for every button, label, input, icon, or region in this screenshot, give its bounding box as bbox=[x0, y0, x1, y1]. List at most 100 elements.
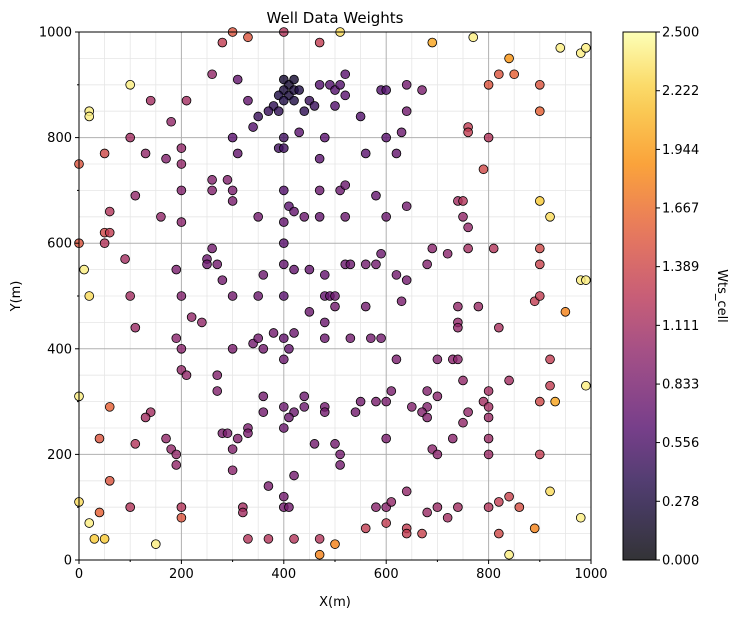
data-point bbox=[253, 111, 264, 122]
colorbar-tick-label: 1.944 bbox=[662, 143, 699, 158]
data-point bbox=[381, 132, 392, 143]
data-point bbox=[427, 37, 438, 48]
data-point bbox=[202, 259, 212, 270]
data-point bbox=[289, 264, 299, 275]
data-point bbox=[104, 227, 115, 238]
data-point bbox=[401, 528, 412, 539]
data-point bbox=[534, 291, 545, 301]
data-point bbox=[212, 370, 223, 381]
data-point bbox=[422, 507, 432, 518]
data-point bbox=[581, 43, 591, 53]
data-point bbox=[176, 185, 187, 196]
data-point bbox=[181, 370, 192, 381]
data-point bbox=[432, 354, 443, 365]
data-point bbox=[217, 37, 228, 48]
data-point bbox=[130, 190, 141, 201]
data-point bbox=[84, 291, 95, 301]
data-point bbox=[529, 523, 540, 534]
data-point bbox=[84, 518, 95, 528]
data-point bbox=[355, 396, 366, 407]
colorbar-tick-label: 0.833 bbox=[662, 378, 699, 393]
data-point bbox=[197, 317, 207, 328]
data-point bbox=[381, 433, 392, 444]
data-point bbox=[222, 428, 233, 439]
data-point bbox=[463, 222, 473, 233]
data-point bbox=[478, 164, 489, 175]
data-point bbox=[401, 486, 412, 497]
data-point bbox=[340, 212, 351, 222]
data-point bbox=[458, 375, 468, 386]
data-point bbox=[494, 528, 504, 539]
data-point bbox=[534, 396, 545, 407]
data-point bbox=[319, 317, 330, 328]
data-point bbox=[176, 217, 187, 227]
colorbar-tick-label: 0.000 bbox=[662, 554, 699, 569]
data-point bbox=[330, 291, 340, 301]
data-point bbox=[514, 502, 525, 513]
data-point bbox=[360, 301, 371, 312]
data-point bbox=[156, 212, 166, 222]
data-point bbox=[376, 333, 386, 344]
data-point bbox=[304, 307, 315, 317]
data-point bbox=[396, 127, 407, 138]
data-point bbox=[227, 185, 238, 196]
data-point bbox=[319, 132, 330, 143]
x-tick-label: 1000 bbox=[574, 567, 607, 582]
data-point bbox=[386, 497, 397, 507]
data-point bbox=[171, 333, 182, 344]
data-point bbox=[304, 264, 315, 275]
data-point bbox=[381, 212, 392, 222]
data-point bbox=[453, 502, 463, 513]
data-point bbox=[534, 259, 545, 270]
data-point bbox=[314, 185, 325, 196]
data-point bbox=[125, 80, 135, 90]
data-point bbox=[207, 175, 217, 185]
data-point bbox=[422, 386, 432, 396]
data-point bbox=[151, 539, 161, 549]
colorbar-tick-label: 1.667 bbox=[662, 201, 699, 216]
data-point bbox=[453, 354, 463, 365]
data-point bbox=[335, 449, 345, 460]
data-point bbox=[278, 95, 289, 106]
data-point bbox=[453, 301, 463, 312]
data-point bbox=[458, 196, 468, 206]
data-point bbox=[391, 148, 402, 159]
data-point bbox=[401, 275, 412, 285]
data-point bbox=[181, 95, 192, 106]
data-point bbox=[258, 343, 269, 354]
data-point bbox=[207, 69, 217, 80]
data-point bbox=[371, 190, 381, 201]
data-point bbox=[289, 206, 299, 217]
data-point bbox=[263, 534, 274, 544]
data-point bbox=[483, 449, 494, 460]
data-point bbox=[299, 391, 310, 402]
data-point bbox=[258, 270, 269, 280]
data-point bbox=[140, 148, 151, 159]
data-point bbox=[125, 291, 135, 301]
colorbar-tick-label: 2.500 bbox=[662, 26, 699, 41]
data-point bbox=[330, 301, 340, 312]
y-axis-label: Y(m) bbox=[9, 281, 24, 313]
data-point bbox=[278, 354, 289, 365]
data-point bbox=[432, 391, 443, 402]
data-point bbox=[494, 69, 504, 80]
data-point bbox=[232, 148, 243, 159]
data-point bbox=[560, 307, 571, 317]
data-point bbox=[289, 95, 299, 106]
data-point bbox=[504, 549, 514, 560]
data-point bbox=[432, 449, 443, 460]
data-point bbox=[176, 343, 187, 354]
data-point bbox=[350, 407, 361, 417]
data-point bbox=[314, 534, 325, 544]
data-point bbox=[494, 322, 504, 333]
data-point bbox=[534, 196, 545, 206]
data-point bbox=[458, 212, 468, 222]
data-point bbox=[391, 354, 402, 365]
data-point bbox=[319, 270, 330, 280]
data-point bbox=[171, 449, 182, 460]
data-point bbox=[232, 74, 243, 85]
data-point bbox=[417, 528, 427, 539]
data-point bbox=[360, 148, 371, 159]
data-point bbox=[463, 407, 473, 417]
